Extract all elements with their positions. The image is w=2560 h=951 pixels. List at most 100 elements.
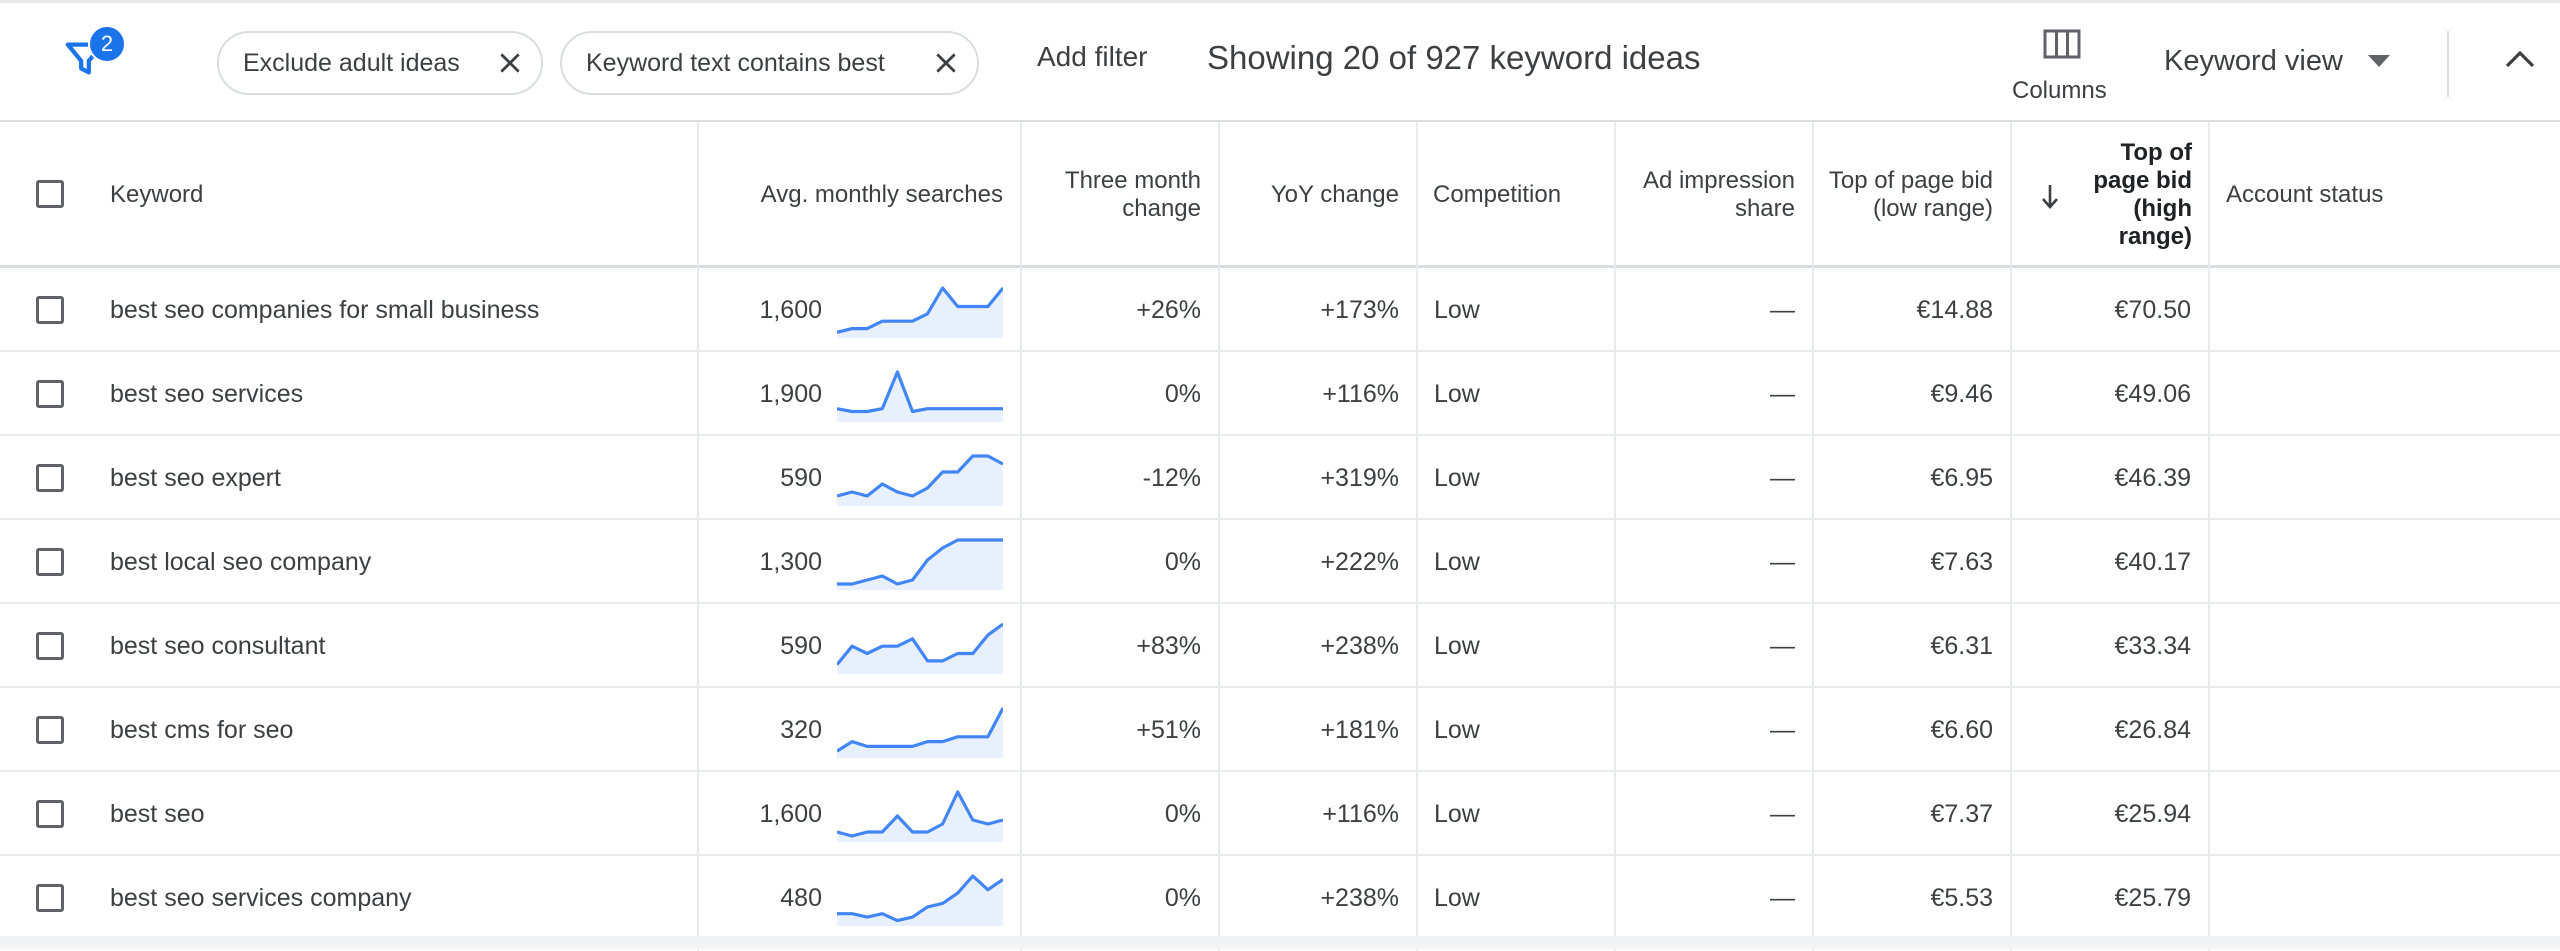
sparkline-area [837,624,1003,674]
header-bid-high[interactable]: Top of page bid (high range) [2093,139,2192,250]
trend-sparkline[interactable] [837,788,1003,842]
ad-impression-share-cell: — [1770,380,1795,408]
add-filter-button[interactable]: Add filter [1037,41,1148,72]
close-icon[interactable] [497,50,523,76]
keyword-cell: best seo [110,800,205,828]
trend-sparkline[interactable] [837,872,1003,926]
row-checkbox[interactable] [36,296,64,324]
header-avg-monthly-searches[interactable]: Avg. monthly searches [760,181,1003,208]
header-yoy-change[interactable]: YoY change [1270,181,1399,208]
keyword-view-dropdown[interactable]: Keyword view [2164,45,2343,77]
bid-low-cell: €6.31 [1930,632,1993,660]
row-checkbox[interactable] [36,800,64,828]
table-header: Keyword Avg. monthly searches Three mont… [0,122,2560,268]
competition-cell: Low [1434,716,1480,744]
bid-high-cell: €26.84 [2114,716,2191,744]
keyword-cell: best seo services company [110,884,412,912]
header-bid-low[interactable]: Top of page bid (low range) [1828,167,1993,222]
header-keyword[interactable]: Keyword [110,181,204,208]
scroll-edge [0,936,2560,949]
sparkline-area [837,876,1003,926]
sparkline-area [837,372,1003,422]
table-row[interactable]: best seo 1,600 0% +116% Low — €7.37 €25.94 [0,772,2560,856]
table-row[interactable]: best seo companies for small business 1,6… [0,268,2560,352]
columns-button-label[interactable]: Columns [2012,77,2107,104]
select-all-checkbox[interactable] [36,180,64,208]
yoy-change-cell: +238% [1320,884,1399,912]
row-checkbox[interactable] [36,632,64,660]
bid-low-cell: €6.95 [1930,464,1993,492]
trend-sparkline[interactable] [837,284,1003,338]
sparkline-line [837,370,1003,414]
ad-impression-share-cell: — [1770,800,1795,828]
sparkline-area [837,708,1003,758]
avg-searches-cell: 1,600 [759,296,822,324]
table-row[interactable]: best seo consultant 590 +83% +238% Low — €6.31… [0,604,2560,688]
keyword-cell: best seo consultant [110,632,326,660]
competition-cell: Low [1434,380,1480,408]
bid-low-cell: €7.37 [1930,800,1993,828]
trend-sparkline[interactable] [837,452,1003,506]
close-icon[interactable] [933,50,959,76]
avg-searches-cell: 480 [780,884,822,912]
yoy-change-cell: +238% [1320,632,1399,660]
column-divider [1614,122,1616,951]
competition-cell: Low [1434,296,1480,324]
results-count-text: Showing 20 of 927 keyword ideas [1207,39,1701,76]
table-row[interactable]: best cms for seo 320 +51% +181% Low — €6.60 €26… [0,688,2560,772]
bid-high-cell: €46.39 [2114,464,2191,492]
sparkline-area [837,792,1003,842]
three-month-change-cell: 0% [1164,548,1201,576]
trend-sparkline[interactable] [837,704,1003,758]
trend-sparkline[interactable] [837,536,1003,590]
header-competition[interactable]: Competition [1433,181,1562,208]
bid-high-cell: €25.79 [2114,884,2191,912]
bid-high-cell: €40.17 [2114,548,2191,576]
header-ad-impression-share[interactable]: Ad impression share [1642,167,1795,222]
sparkline-line [837,622,1003,666]
column-divider [1020,122,1022,951]
table-row[interactable]: best local seo company 1,300 0% +222% Low — €7… [0,520,2560,604]
header-account-status[interactable]: Account status [2226,181,2384,208]
table-row[interactable]: best seo services 1,900 0% +116% Low — €9.46 €4… [0,352,2560,436]
avg-searches-cell: 1,300 [759,548,822,576]
competition-cell: Low [1434,464,1480,492]
three-month-change-cell: +51% [1136,716,1201,744]
ad-impression-share-cell: — [1770,632,1795,660]
bid-low-cell: €7.63 [1930,548,1993,576]
row-checkbox[interactable] [36,380,64,408]
chevron-up-icon[interactable] [2504,49,2536,69]
competition-cell: Low [1434,632,1480,660]
row-checkbox[interactable] [36,884,64,912]
trend-sparkline[interactable] [837,368,1003,422]
sparkline-line [837,874,1003,923]
table-row[interactable]: best seo services company 480 0% +238% Low — €… [0,856,2560,940]
three-month-change-cell: 0% [1164,884,1201,912]
column-divider [1416,122,1418,951]
competition-cell: Low [1434,548,1480,576]
sort-down-arrow-icon[interactable] [2040,182,2060,210]
row-checkbox[interactable] [36,464,64,492]
sparkline-line [837,286,1003,334]
table-row[interactable]: best seo expert 590 -12% +319% Low — €6.95 €46.… [0,436,2560,520]
caret-down-icon[interactable] [2368,55,2390,67]
header-three-month-change[interactable]: Three month change [1064,167,1201,222]
keyword-cell: best seo companies for small business [110,296,540,324]
trend-sparkline[interactable] [837,620,1003,674]
bid-high-cell: €70.50 [2114,296,2191,324]
sparkline-line [837,538,1003,586]
three-month-change-cell: 0% [1164,380,1201,408]
toolbar: 2 Exclude adult ideas Keyword text conta… [0,0,2560,120]
ad-impression-share-cell: — [1770,548,1795,576]
columns-icon[interactable] [2043,29,2081,59]
row-checkbox[interactable] [36,548,64,576]
column-divider [1812,122,1814,951]
yoy-change-cell: +222% [1320,548,1399,576]
filter-chip-exclude-adult[interactable]: Exclude adult ideas [217,31,543,95]
bid-high-cell: €33.34 [2114,632,2191,660]
keyword-table: Keyword Avg. monthly searches Three mont… [0,120,2560,951]
three-month-change-cell: +83% [1136,632,1201,660]
row-checkbox[interactable] [36,716,64,744]
sparkline-line [837,454,1003,498]
filter-chip-keyword-contains[interactable]: Keyword text contains best [560,31,979,95]
